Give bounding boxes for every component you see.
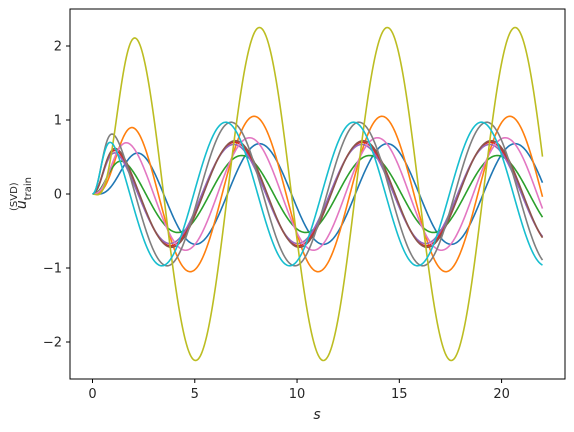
x-tick-label: 20 xyxy=(493,387,510,402)
y-tick-label: 2 xyxy=(54,40,62,55)
plot-frame xyxy=(69,8,566,380)
series-line-10 xyxy=(92,121,543,267)
y-axis-label: utrain(SVD) xyxy=(9,177,34,211)
x-tick-label: 5 xyxy=(191,387,199,402)
x-tick-label: 10 xyxy=(289,387,306,402)
series-line-9 xyxy=(92,26,544,362)
x-tick-label: 0 xyxy=(88,387,96,402)
y-tick-label: −2 xyxy=(43,336,62,351)
x-tick-label: 15 xyxy=(391,387,408,402)
series-layer xyxy=(92,26,544,362)
svg-text:utrain(SVD): utrain(SVD) xyxy=(9,177,34,211)
y-axis-label-base: u xyxy=(14,200,30,209)
y-tick-label: 0 xyxy=(54,188,62,203)
y-tick-label: 1 xyxy=(54,114,62,129)
y-axis-label-subscript: train xyxy=(23,177,34,200)
y-tick-label: −1 xyxy=(43,262,62,277)
y-axis-ticks: −2 −1 0 1 2 xyxy=(43,40,70,351)
series-line-6 xyxy=(92,139,544,249)
x-axis-ticks: 0 5 10 15 20 xyxy=(88,379,510,402)
x-axis-label: s xyxy=(313,407,320,423)
series-line-8 xyxy=(92,121,544,267)
y-axis-label-superscript: (SVD) xyxy=(9,182,20,211)
